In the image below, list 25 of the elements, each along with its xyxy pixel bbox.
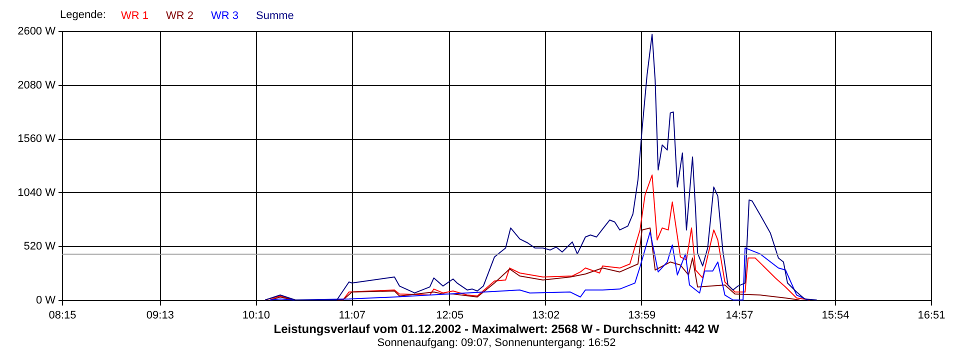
y-tick-label: 2600 W xyxy=(18,26,56,38)
y-tick-label: 1040 W xyxy=(18,186,56,199)
legend-title: Legende: xyxy=(60,9,106,21)
x-tick-label: 13:59 xyxy=(628,310,656,322)
x-tick-label: 16:51 xyxy=(918,310,946,322)
line-series xyxy=(264,34,818,300)
y-tick-label: 520 W xyxy=(24,240,56,253)
x-tick-label: 11:07 xyxy=(338,310,366,322)
x-tick-label: 13:02 xyxy=(532,310,560,322)
text: Sonnenaufgang: 09:07, Sonnenuntergang: 16:52 xyxy=(377,337,616,349)
y-tick-label: 2080 W xyxy=(18,79,56,92)
y-tick-label: 0 W xyxy=(36,294,56,306)
line-series xyxy=(264,174,810,300)
x-tick-label: 10:10 xyxy=(242,310,270,322)
x-tick-label: 14:57 xyxy=(726,310,754,322)
x-tick-label: 08:15 xyxy=(48,310,76,322)
text: WR 3 xyxy=(211,10,238,22)
y-tick-label: 1560 W xyxy=(18,133,56,146)
text: WR 2 xyxy=(166,10,194,22)
x-tick-label: 12:05 xyxy=(436,310,464,322)
text: Leistungsverlauf vom 01.12.2002 - Maximalwert: 2568 W - Durchschnitt: 442 W xyxy=(274,322,720,336)
x-tick-label: 09:13 xyxy=(146,310,174,322)
text: WR 1 xyxy=(121,10,148,22)
x-tick-label: 15:54 xyxy=(822,310,850,322)
text: Summe xyxy=(256,10,294,22)
